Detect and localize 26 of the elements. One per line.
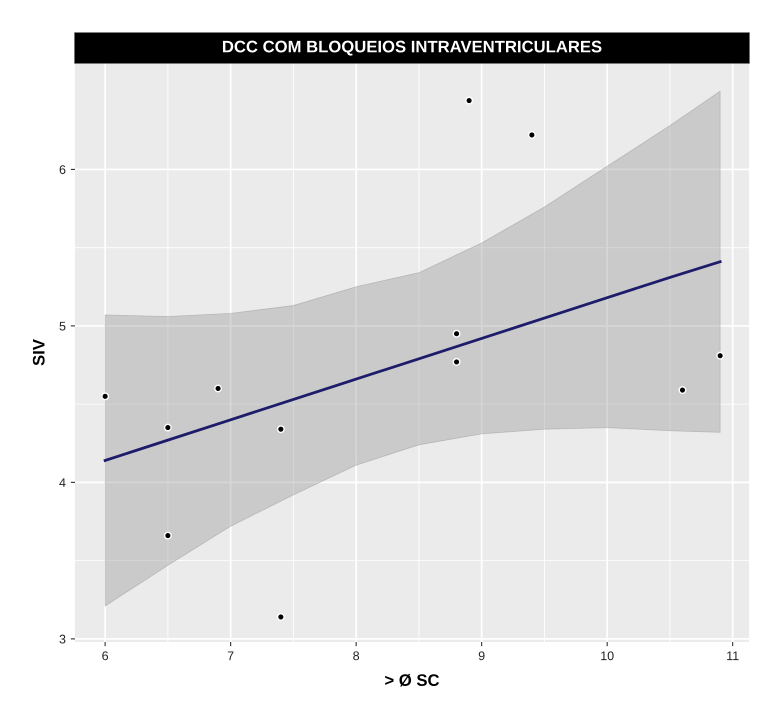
- point: [528, 131, 536, 139]
- chart-title: DCC COM BLOQUEIOS INTRAVENTRICULARES: [222, 40, 602, 56]
- point: [164, 532, 172, 540]
- line-series: [104, 260, 722, 462]
- point: [452, 358, 461, 366]
- point: [164, 424, 172, 432]
- x-tick-label: 6: [102, 651, 108, 660]
- y-tick-label: 3: [60, 634, 66, 644]
- x-tick-label: 9: [478, 651, 485, 660]
- x-tick-label: 8: [353, 651, 360, 660]
- point: [276, 425, 285, 434]
- x-tick-label: 11: [727, 651, 739, 660]
- point: [716, 352, 724, 360]
- y-tick-label: 6: [60, 165, 66, 174]
- x-tick-label: 7: [228, 651, 234, 660]
- y-axis-title: SIV: [32, 339, 45, 366]
- point: [276, 613, 285, 621]
- point: [101, 392, 110, 400]
- point: [678, 386, 686, 394]
- y-tick-label: 5: [60, 322, 66, 331]
- point: [214, 384, 222, 392]
- point: [465, 96, 474, 105]
- x-axis-title: > Ø SC: [385, 674, 440, 686]
- x-tick-label: 10: [601, 651, 614, 660]
- y-tick-label: 4: [59, 478, 66, 487]
- point: [452, 330, 461, 338]
